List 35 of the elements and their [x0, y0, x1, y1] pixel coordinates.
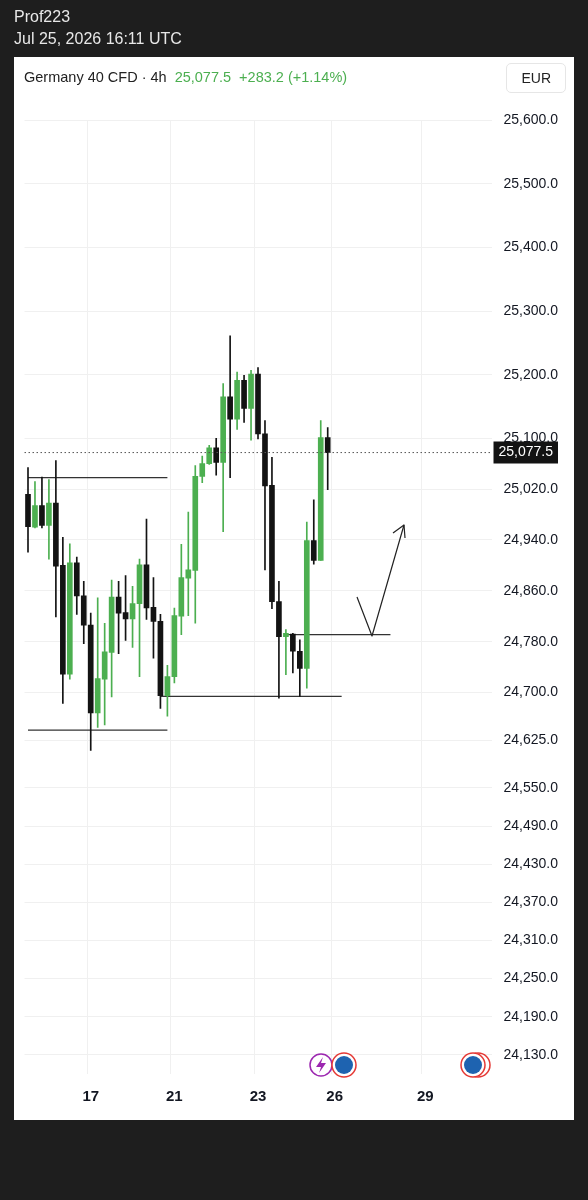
y-tick-label: 25,020.0 [503, 479, 559, 496]
y-tick-label: 24,190.0 [503, 1007, 559, 1024]
y-tick-label: 24,625.0 [503, 731, 559, 748]
y-tick-label: 24,250.0 [503, 969, 559, 986]
y-tick-label: 25,200.0 [503, 365, 559, 382]
text: Prof223 [14, 7, 72, 27]
text: EUR [506, 63, 566, 93]
candlestick [324, 427, 331, 491]
y-tick-label: 24,550.0 [503, 778, 559, 795]
x-tick-label: 26 [326, 1087, 344, 1105]
y-tick-label: 24,430.0 [503, 855, 559, 872]
y-tick-label: 24,780.0 [503, 632, 559, 649]
text: Jul 25, 2026 16:11 UTC [14, 29, 182, 49]
x-tick-label: 29 [416, 1087, 434, 1105]
candlestick [227, 335, 233, 479]
y-tick-label: 25,400.0 [503, 238, 559, 255]
x-tick-label: 17 [82, 1087, 100, 1105]
text: +283.2 (+1.14%) [239, 69, 348, 85]
y-tick-label: 25,500.0 [503, 174, 559, 191]
x-tick-label: 23 [249, 1087, 267, 1105]
y-tick-label: 25,600.0 [503, 111, 559, 128]
y-tick-label: 25,300.0 [503, 301, 559, 318]
text: 25,077.5 [174, 69, 232, 85]
y-tick-label: 24,130.0 [503, 1045, 559, 1062]
candlestick [283, 629, 289, 676]
y-tick-label: 25,100.0 [503, 429, 559, 446]
ref-line-label: 25,077.5 [498, 443, 554, 460]
y-tick-label: 24,700.0 [503, 683, 559, 700]
y-tick-label: 24,490.0 [503, 816, 559, 833]
y-tick-label: 24,310.0 [503, 931, 559, 948]
chart-title: Germany 40 CFD · 4h [24, 69, 167, 85]
x-tick-label: 21 [166, 1087, 183, 1105]
y-tick-label: 24,370.0 [503, 893, 559, 910]
y-tick-label: 24,940.0 [503, 530, 559, 547]
y-tick-label: 24,860.0 [503, 581, 559, 598]
